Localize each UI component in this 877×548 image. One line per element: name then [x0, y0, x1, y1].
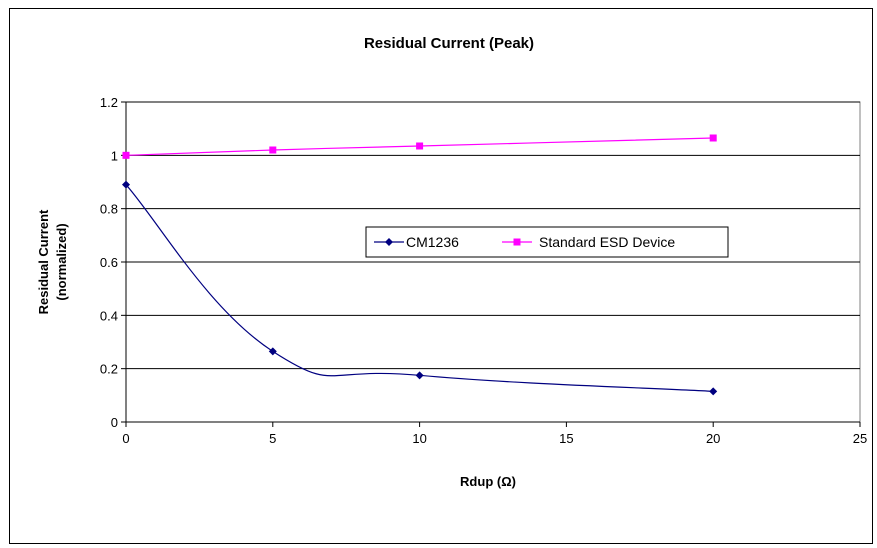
y-tick-label-6: 1.2 — [100, 95, 118, 110]
x-tick-label-3: 15 — [559, 431, 573, 446]
legend-label-standard-esd: Standard ESD Device — [539, 234, 675, 250]
y-tick-label-5: 1 — [111, 148, 118, 163]
y-axis-label-line-1: Residual Current — [36, 209, 51, 314]
series-group — [122, 134, 718, 396]
series-line-cm1236 — [125, 184, 714, 392]
x-tick-label-5: 25 — [853, 431, 867, 446]
legend-label-cm1236: CM1236 — [406, 234, 459, 250]
y-tick-labels: 0 0.2 0.4 0.6 0.8 1 1.2 — [100, 95, 118, 430]
y-tick-label-2: 0.4 — [100, 308, 118, 323]
y-tick-label-4: 0.8 — [100, 202, 118, 217]
x-tick-label-2: 10 — [412, 431, 426, 446]
chart-title: Residual Current (Peak) — [364, 35, 534, 52]
legend: CM1236 Standard ESD Device — [365, 226, 729, 258]
legend-marker-standard-esd — [513, 238, 521, 246]
point-cm1236-1 — [268, 347, 277, 356]
point-standard-esd-device-2 — [416, 142, 424, 150]
y-tick-label-0: 0 — [111, 415, 118, 430]
x-tick-labels: 0 5 10 15 20 25 — [122, 431, 867, 446]
point-cm1236-0 — [122, 180, 130, 189]
x-tick-label-4: 20 — [706, 431, 720, 446]
y-axis-label: Residual Current (normalized) — [36, 209, 69, 314]
point-standard-esd-device-3 — [709, 134, 717, 142]
x-tick-label-0: 0 — [122, 431, 129, 446]
legend-box — [365, 226, 729, 258]
point-standard-esd-device-1 — [269, 146, 277, 154]
point-standard-esd-device-0 — [122, 151, 130, 159]
point-cm1236-2 — [415, 371, 424, 380]
y-tick-label-1: 0.2 — [100, 362, 118, 377]
legend-marker-cm1236 — [385, 238, 393, 246]
series-line-standard-esd-device — [125, 137, 714, 156]
y-axis-label-line-2: (normalized) — [54, 223, 69, 300]
y-tick-label-3: 0.6 — [100, 255, 118, 270]
gridlines — [126, 101, 860, 370]
x-axis-label: Rdup (Ω) — [460, 474, 516, 489]
point-cm1236-3 — [709, 387, 718, 396]
x-tick-label-1: 5 — [269, 431, 276, 446]
